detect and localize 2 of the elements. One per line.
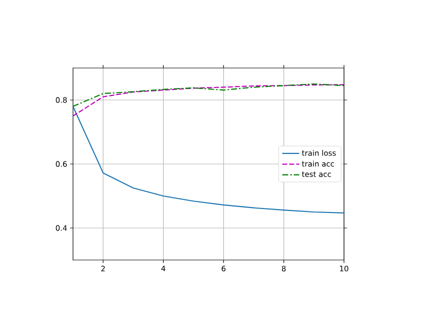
line-series	[73, 106, 344, 214]
line-series	[73, 83, 344, 107]
